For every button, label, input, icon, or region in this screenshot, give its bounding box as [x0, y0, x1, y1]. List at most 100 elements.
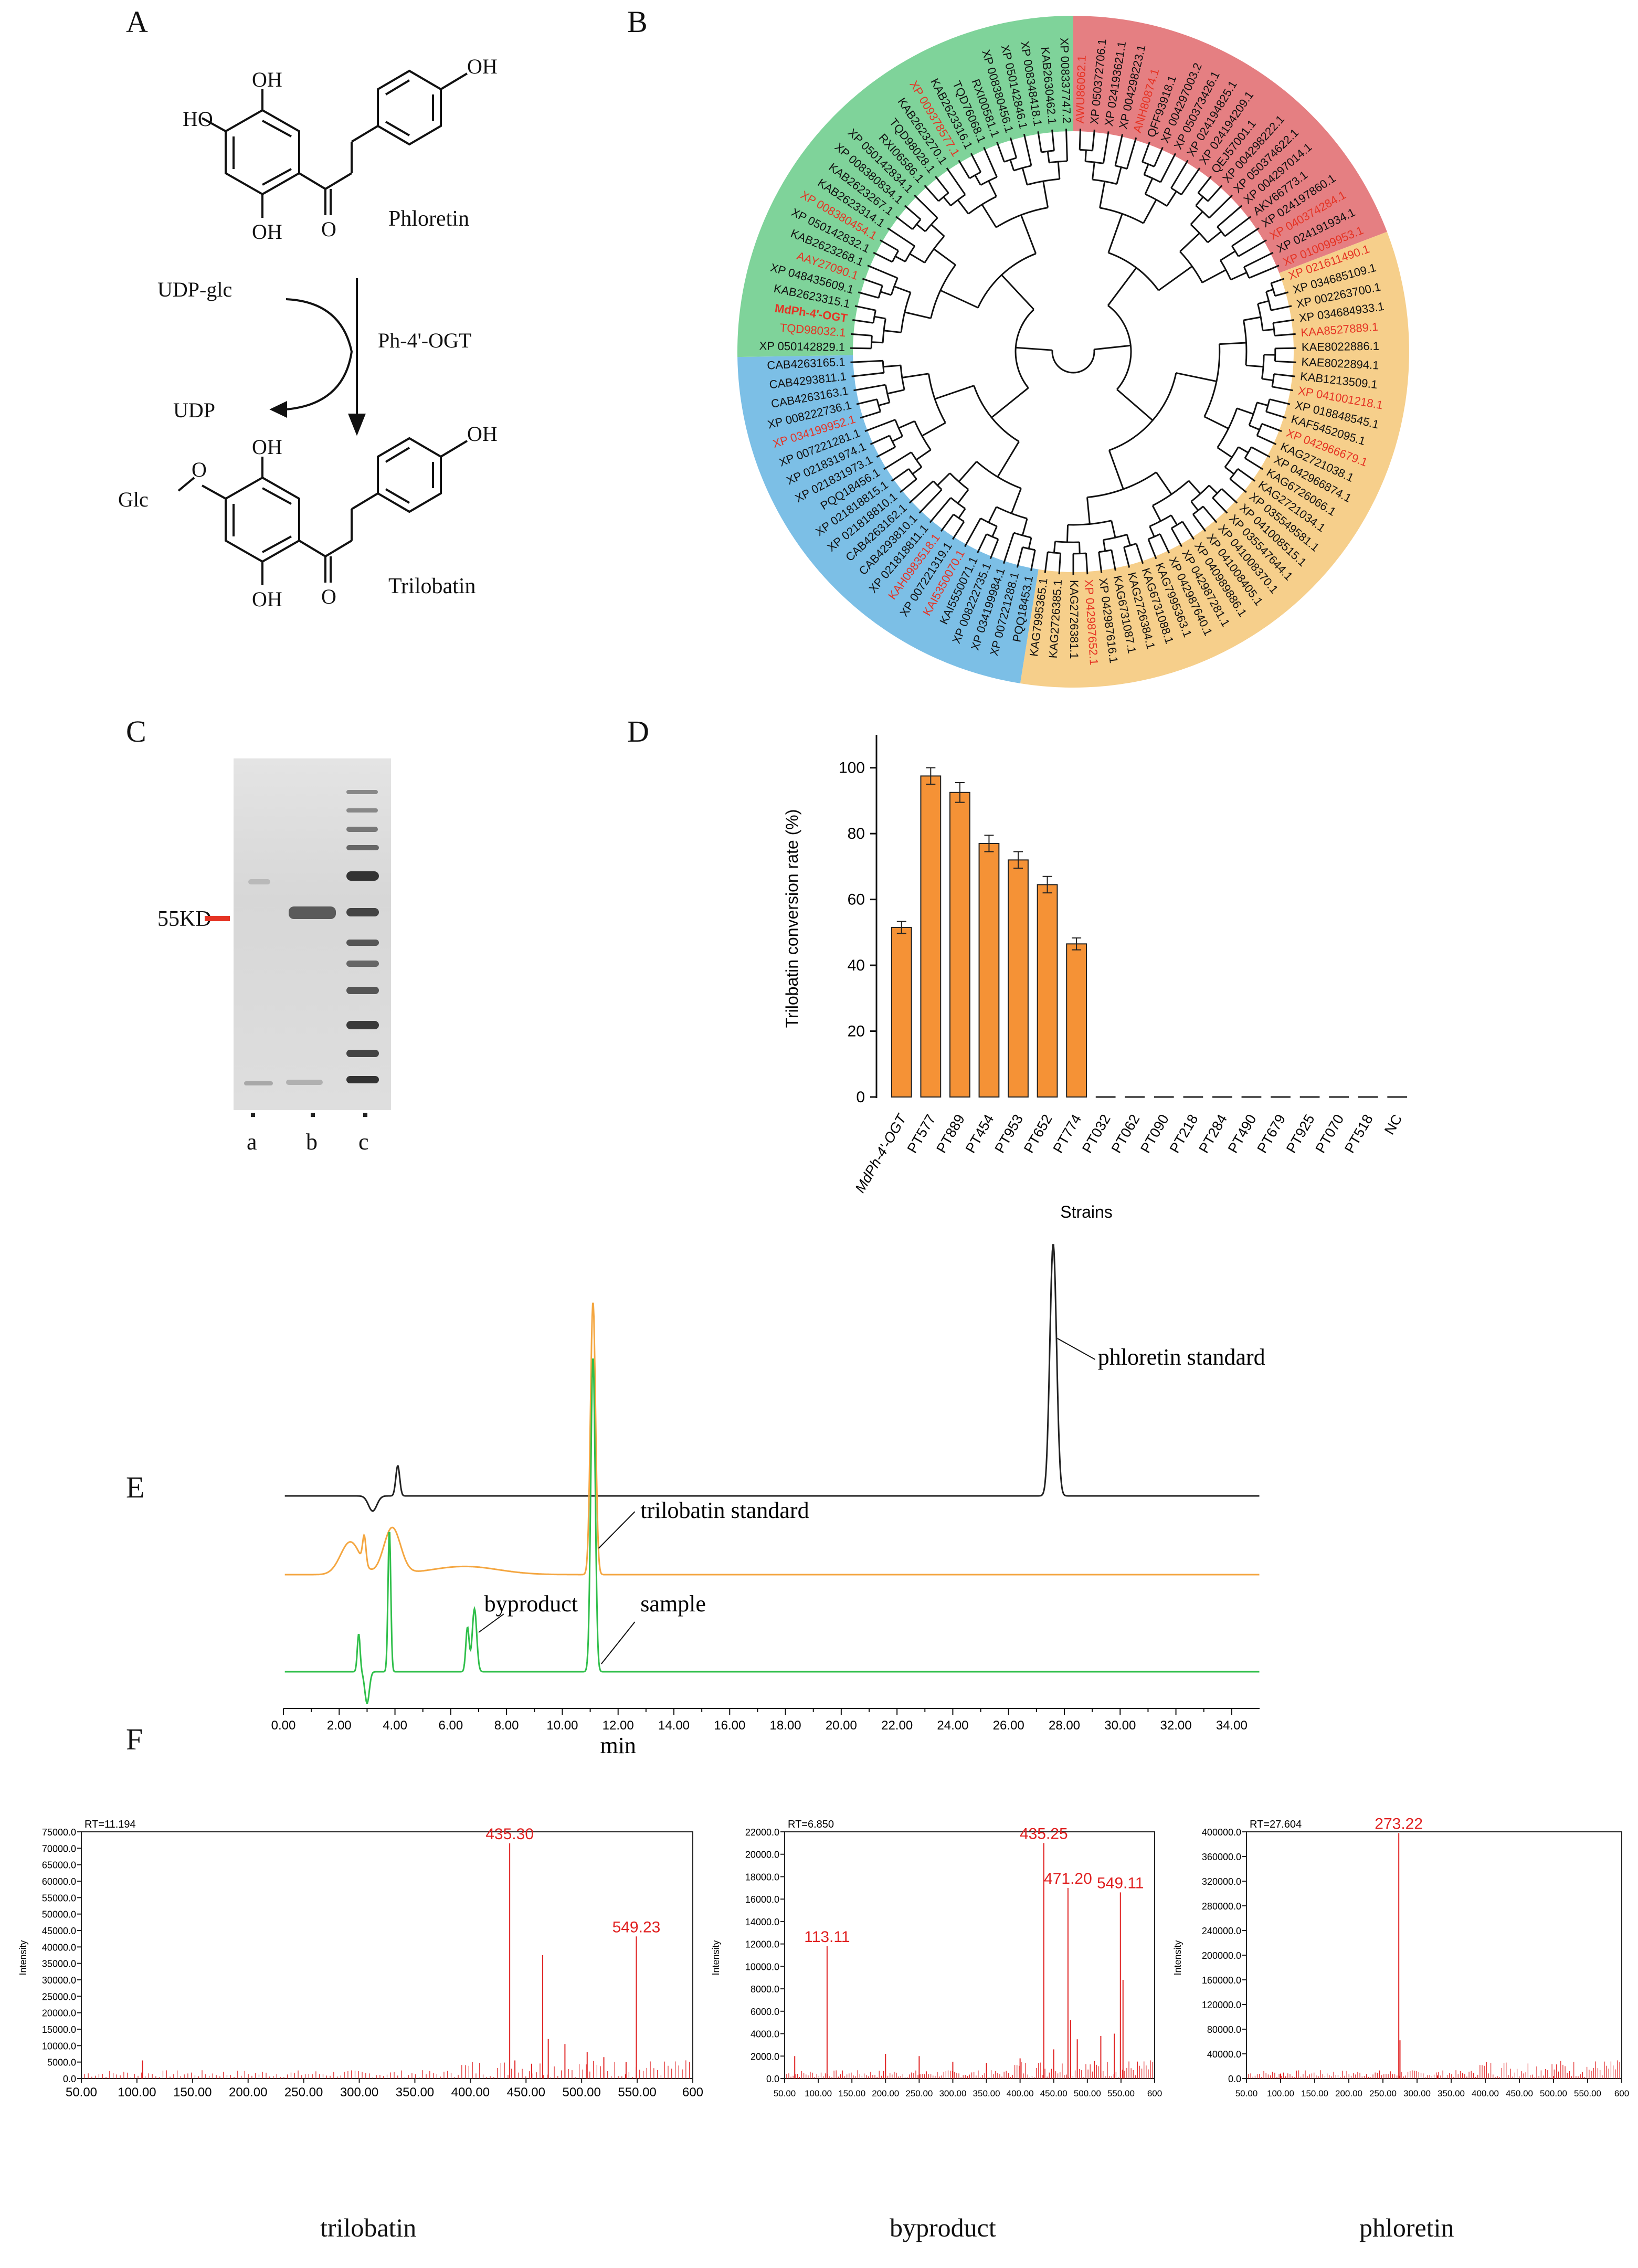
y-tick-label: 80000.0 — [1207, 2024, 1241, 2035]
ms-title-byproduct: byproduct — [890, 2213, 996, 2242]
x-tick-label: 34.00 — [1216, 1718, 1248, 1733]
y-tick-label: 0.0 — [63, 2074, 76, 2084]
tree-tip-label: KAE8022886.1 — [1302, 340, 1379, 354]
x-tick-label: PT577 — [904, 1112, 939, 1156]
y-tick-label: 20 — [848, 1023, 865, 1040]
x-tick-label: PT652 — [1021, 1112, 1055, 1156]
x-tick-label: 4.00 — [383, 1718, 407, 1733]
x-tick-label: 200.00 — [229, 2085, 267, 2100]
y-axis-label: Trilobatin conversion rate (%) — [783, 809, 801, 1028]
y-tick-label: 80 — [848, 825, 865, 842]
x-tick-label: 2.00 — [327, 1718, 352, 1733]
x-tick-label: PT774 — [1050, 1112, 1085, 1156]
y-tick-label: 35000.0 — [42, 1959, 76, 1969]
x-tick-label: MdPh-4'-OGT — [852, 1111, 910, 1196]
marker-label: 55KD — [157, 907, 212, 931]
x-tick-label: 14.00 — [658, 1718, 690, 1733]
peak-label: 549.23 — [612, 1918, 661, 1936]
y-tick-label: 14000.0 — [745, 1917, 779, 1927]
tree-tip-label: AWU86062.1 — [1073, 55, 1089, 124]
tree-tip-label: XP 008337747.2 — [1058, 37, 1073, 123]
rt-label: RT=27.604 — [1250, 1819, 1302, 1830]
peak-label: 549.11 — [1097, 1874, 1144, 1892]
x-tick-label: PT518 — [1341, 1112, 1376, 1156]
x-tick-label: 8.00 — [494, 1718, 519, 1733]
y-tick-label: 120000.0 — [1202, 2000, 1241, 2010]
x-tick-label: 500.00 — [1540, 2088, 1567, 2098]
x-tick-label: 200.00 — [1335, 2088, 1362, 2098]
x-tick-label: 350.00 — [1438, 2088, 1465, 2098]
lane-a-bottom — [244, 1081, 273, 1085]
clade-sector — [1020, 231, 1409, 688]
x-tick-label: 22.00 — [881, 1718, 913, 1733]
y-tick-label: 60 — [848, 891, 865, 909]
released-label: UDP — [173, 398, 215, 422]
oh-label: OH — [467, 422, 498, 446]
y-tick-label: 20000.0 — [42, 2008, 76, 2019]
x-tick-label: 26.00 — [993, 1718, 1024, 1733]
y-tick-label: 400000.0 — [1202, 1827, 1241, 1838]
x-tick-label: 20.00 — [826, 1718, 857, 1733]
x-tick-label: PT090 — [1137, 1112, 1172, 1156]
carbonyl-o-label: O — [321, 585, 336, 608]
y-tick-label: 40 — [848, 957, 865, 974]
x-tick-label: 250.00 — [1369, 2088, 1397, 2098]
y-tick-label: 65000.0 — [42, 1860, 76, 1871]
ms-spectrum-byproduct: RT=6.850 Intensity 0.0 2000.0 4000.0 6000.0 80… — [711, 1819, 1162, 2098]
x-tick-label: 150.00 — [173, 2085, 212, 2100]
x-tick-label: 12.00 — [603, 1718, 634, 1733]
ms-title-trilobatin: trilobatin — [320, 2213, 417, 2242]
oh-label: OH — [252, 68, 282, 91]
ms-spectrum-phloretin: RT=27.604 Intensity 0.0 40000.0 80000.0 12000… — [1172, 1815, 1629, 2098]
x-tick-label: 18.00 — [770, 1718, 801, 1733]
oh-label: OH — [467, 55, 498, 78]
x-tick-label: 50.00 — [774, 2088, 796, 2098]
x-tick-label: PT454 — [963, 1112, 997, 1156]
panel-label-a: A — [126, 5, 148, 39]
phloretin-name: Phloretin — [388, 207, 469, 231]
y-tick-label: 50000.0 — [42, 1910, 76, 1920]
y-tick-label: 12000.0 — [745, 1939, 779, 1950]
x-tick-label: PT070 — [1313, 1112, 1347, 1156]
ladder-lane — [346, 758, 383, 1110]
y-tick-label: 360000.0 — [1202, 1852, 1241, 1862]
lane-label-c: c — [358, 1129, 369, 1155]
x-tick-label: 100.00 — [805, 2088, 832, 2098]
x-tick-label: 500.00 — [1074, 2088, 1101, 2098]
bar — [920, 775, 942, 1098]
x-tick-label: PT490 — [1225, 1112, 1260, 1156]
x-tick-label: 100.00 — [1267, 2088, 1294, 2098]
x-tick-label: 600 — [682, 2085, 703, 2100]
chromatogram-trace — [284, 1358, 1260, 1704]
y-tick-label: 75000.0 — [42, 1827, 76, 1838]
lane-b-band — [289, 906, 336, 919]
lane-b-bottom — [286, 1080, 323, 1085]
peak-label: 435.30 — [485, 1826, 534, 1843]
y-tick-label: 30000.0 — [42, 1975, 76, 1986]
tree-tip-label: KAG2726381.1 — [1068, 580, 1081, 659]
y-tick-label: 22000.0 — [745, 1827, 779, 1838]
x-tick-label: 600 — [1614, 2088, 1629, 2098]
x-tick-label: 200.00 — [872, 2088, 899, 2098]
ho-label: HO — [183, 107, 213, 131]
y-tick-label: 10000.0 — [745, 1961, 779, 1972]
x-tick-label: 150.00 — [1301, 2088, 1328, 2098]
x-tick-label: 10.00 — [546, 1718, 578, 1733]
oh-label: OH — [252, 435, 282, 459]
y-tick-label: 280000.0 — [1202, 1901, 1241, 1912]
x-tick-label: 0.00 — [271, 1718, 296, 1733]
chromatogram-trace — [284, 1244, 1260, 1512]
oh-label: OH — [252, 587, 282, 611]
annotation-phloretin-standard: phloretin standard — [1098, 1344, 1265, 1370]
x-tick-label: 6.00 — [438, 1718, 463, 1733]
x-axis-label: Strains — [1060, 1202, 1113, 1221]
y-tick-label: 16000.0 — [745, 1894, 779, 1905]
rt-label: RT=6.850 — [788, 1819, 834, 1830]
enzyme-label: Ph-4'-OGT — [378, 329, 471, 352]
x-tick-label: 400.00 — [1472, 2088, 1499, 2098]
sds-page-gel — [234, 758, 391, 1110]
x-tick-label: PT889 — [933, 1112, 968, 1156]
y-axis-label: Intensity — [711, 1940, 721, 1975]
x-tick-label: 400.00 — [451, 2085, 490, 2100]
panel-label-c: C — [126, 714, 146, 748]
